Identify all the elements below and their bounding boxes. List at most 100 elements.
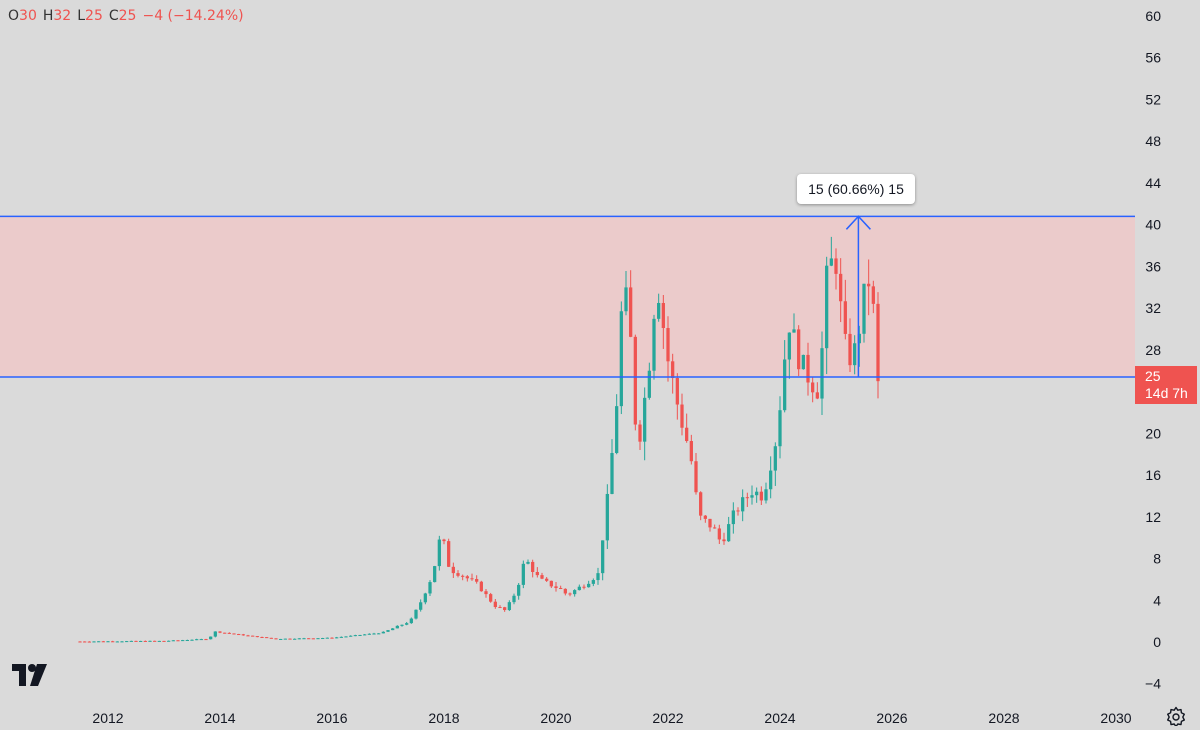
candle — [237, 633, 241, 636]
candle — [769, 456, 773, 499]
candle — [414, 609, 418, 620]
candle — [568, 592, 572, 597]
y-axis: 60565248444036322824201612840−4 — [1145, 8, 1161, 692]
x-tick-label: 2026 — [876, 710, 907, 726]
candle — [171, 640, 175, 642]
candle — [134, 640, 138, 642]
tradingview-logo-icon[interactable] — [12, 664, 50, 686]
low-value: 25 — [85, 8, 103, 24]
candle — [400, 624, 404, 627]
candle — [871, 280, 875, 314]
candle — [764, 482, 768, 504]
y-tick-label: 44 — [1145, 175, 1161, 191]
candle — [479, 580, 483, 592]
gear-icon[interactable] — [1166, 706, 1186, 726]
horizontal-lines — [0, 215, 1135, 378]
candle — [857, 325, 861, 367]
candle — [694, 453, 698, 495]
candle — [241, 633, 245, 636]
candle — [190, 639, 194, 641]
candle — [199, 638, 203, 641]
y-tick-label: 36 — [1145, 258, 1161, 274]
candle — [601, 540, 605, 581]
candle — [657, 293, 661, 322]
candle — [834, 248, 838, 290]
candle — [265, 637, 269, 639]
candle — [727, 516, 731, 542]
candle — [120, 641, 124, 643]
candle — [381, 631, 385, 634]
candle — [209, 636, 213, 640]
y-tick-label: 4 — [1153, 592, 1161, 608]
candle — [596, 567, 600, 585]
candle — [675, 373, 679, 420]
candle — [129, 640, 133, 642]
candle — [792, 313, 796, 333]
candle — [111, 640, 115, 643]
candle — [666, 316, 670, 382]
candle — [829, 236, 833, 267]
candle — [820, 331, 824, 415]
candle — [297, 638, 301, 640]
y-tick-label: 52 — [1145, 91, 1161, 107]
candle — [498, 605, 502, 609]
candle — [419, 599, 423, 612]
candle — [302, 637, 306, 640]
candle — [643, 387, 647, 461]
y-tick-label: 12 — [1145, 509, 1161, 525]
ohlc-legend: O30 H32 L25 C25 −4 (−14.24%) — [8, 8, 244, 24]
candle — [330, 637, 334, 639]
candle — [493, 598, 497, 609]
candle — [843, 279, 847, 340]
candle — [605, 484, 609, 549]
candle — [279, 638, 283, 640]
candle — [274, 638, 278, 640]
high-value: 32 — [53, 8, 72, 24]
candle — [624, 270, 628, 316]
x-tick-label: 2030 — [1100, 710, 1131, 726]
y-tick-label: 28 — [1145, 342, 1161, 358]
candle — [465, 575, 469, 582]
candle — [615, 394, 619, 455]
candle — [288, 638, 292, 640]
candle — [535, 567, 539, 578]
candle — [554, 582, 558, 592]
price-zone — [0, 216, 1135, 377]
x-axis: 2012 2014 2016 2018 2020 2022 2024 2026 2028 2030 — [92, 710, 1131, 726]
candle — [778, 396, 782, 459]
candle — [456, 570, 460, 578]
candle — [512, 593, 516, 605]
candle — [610, 439, 614, 495]
candle — [353, 634, 357, 637]
candle — [750, 485, 754, 505]
candle — [358, 634, 362, 636]
candle — [157, 640, 161, 642]
candle — [559, 585, 563, 590]
measure-label[interactable]: 15 (60.66%) 15 — [797, 174, 915, 204]
candle — [876, 292, 880, 399]
candle — [437, 535, 441, 571]
candle — [545, 577, 549, 582]
candle — [703, 514, 707, 523]
candle — [92, 641, 96, 643]
candle — [540, 572, 544, 580]
close-value: 25 — [118, 8, 137, 24]
candle — [507, 600, 511, 612]
candle — [377, 633, 381, 635]
candle — [526, 559, 530, 565]
candle — [395, 625, 399, 629]
bar-countdown: 14d 7h — [1145, 385, 1188, 401]
candle — [717, 524, 721, 544]
candle — [708, 518, 712, 532]
candle — [839, 258, 843, 323]
candle — [638, 420, 642, 451]
candle — [423, 592, 427, 605]
candle — [484, 588, 488, 598]
open-value: 30 — [19, 8, 37, 24]
candle — [78, 641, 82, 643]
candle — [293, 638, 297, 640]
candle — [783, 340, 787, 413]
candle — [736, 507, 740, 516]
